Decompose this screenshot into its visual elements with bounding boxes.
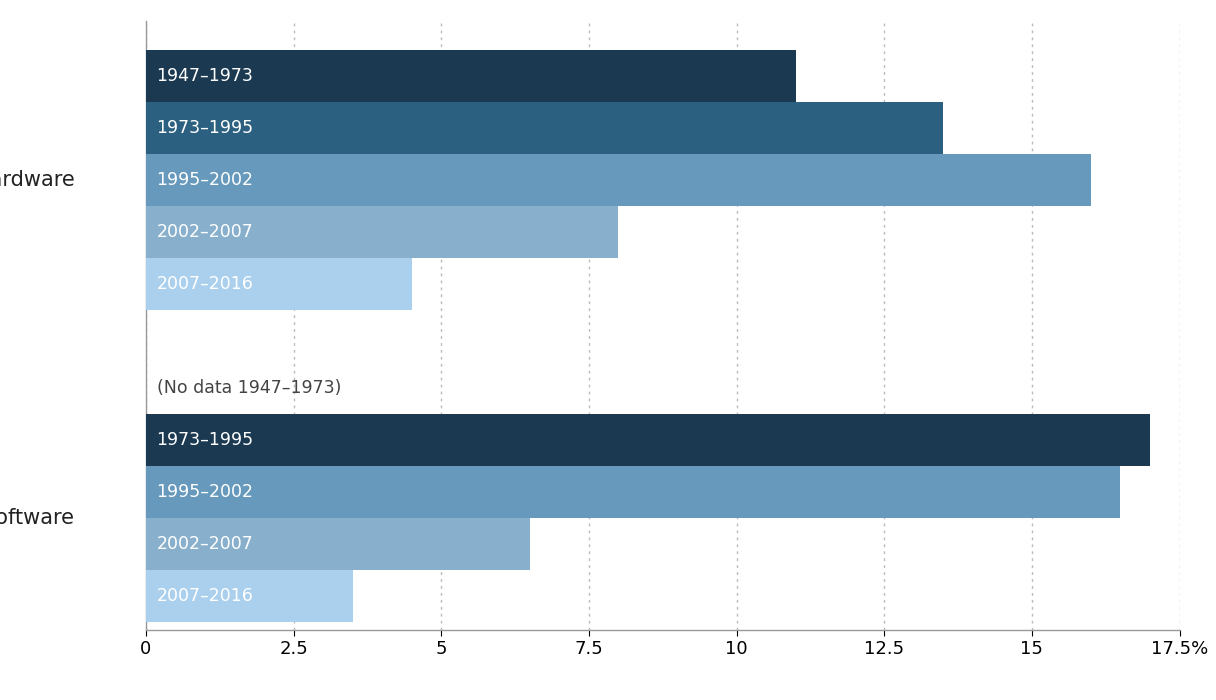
Bar [146, 466, 1120, 518]
Bar [146, 414, 1150, 466]
Text: (No data 1947–1973): (No data 1947–1973) [157, 379, 340, 397]
Text: 2007–2016: 2007–2016 [157, 275, 253, 293]
Text: Hardware: Hardware [0, 170, 75, 190]
Bar [146, 570, 353, 622]
Text: 2007–2016: 2007–2016 [157, 587, 253, 606]
Text: 1947–1973: 1947–1973 [157, 67, 253, 85]
Bar [146, 50, 795, 102]
Text: 2002–2007: 2002–2007 [157, 536, 253, 553]
Bar [146, 258, 412, 310]
Text: 1995–2002: 1995–2002 [157, 171, 254, 189]
Bar [146, 102, 944, 154]
Text: Software: Software [0, 508, 75, 528]
Text: 1973–1995: 1973–1995 [157, 431, 254, 449]
Text: 2002–2007: 2002–2007 [157, 223, 253, 242]
Bar [146, 154, 1091, 206]
Text: 1973–1995: 1973–1995 [157, 119, 254, 137]
Text: 1995–2002: 1995–2002 [157, 483, 254, 501]
Bar [146, 518, 530, 570]
Bar [146, 206, 619, 258]
